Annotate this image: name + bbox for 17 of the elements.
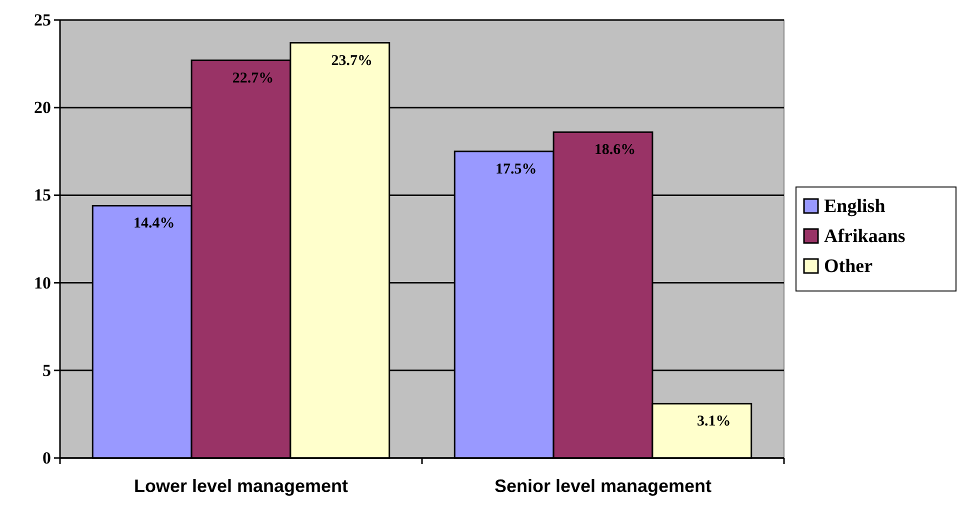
data-label: 22.7% [232, 70, 274, 86]
y-tick-label: 0 [42, 448, 51, 468]
y-tick-label: 15 [34, 186, 51, 205]
y-tick-label: 25 [34, 10, 51, 30]
y-tick-label: 5 [42, 360, 51, 380]
data-label: 17.5% [495, 161, 537, 178]
legend-label: English [824, 196, 886, 217]
data-label: 23.7% [331, 52, 373, 69]
legend-label: Afrikaans [824, 226, 906, 247]
data-label: 3.1% [697, 414, 731, 430]
x-tick-label: Lower level management [134, 476, 348, 496]
y-tick-label: 20 [34, 98, 51, 118]
data-label: 18.6% [594, 142, 636, 158]
legend-label: Other [824, 256, 874, 277]
x-tick-label: Senior level management [494, 476, 712, 496]
y-tick-label: 10 [34, 273, 51, 292]
data-label: 14.4% [133, 216, 175, 232]
